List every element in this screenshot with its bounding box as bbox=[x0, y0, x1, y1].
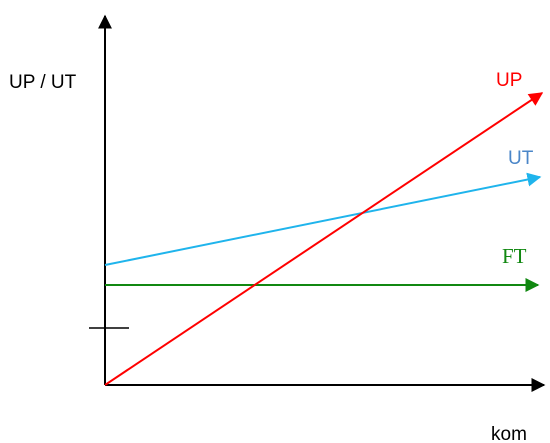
ut-line bbox=[104, 172, 542, 266]
ut-label: UT bbox=[508, 148, 534, 169]
x-axis-label: kom bbox=[491, 424, 527, 443]
up-label: UP bbox=[496, 70, 522, 91]
ft-label: FT bbox=[502, 244, 527, 268]
up-line bbox=[104, 92, 544, 386]
y-axis-label: UP / UT bbox=[9, 72, 77, 93]
